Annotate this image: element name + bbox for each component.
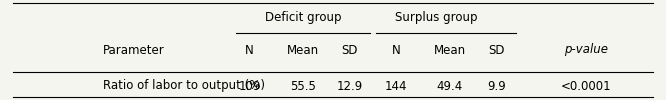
Text: 109: 109 — [238, 80, 261, 92]
Text: N: N — [392, 44, 401, 56]
Text: N: N — [245, 44, 254, 56]
Text: Mean: Mean — [434, 44, 466, 56]
Text: Parameter: Parameter — [103, 44, 165, 56]
Text: 55.5: 55.5 — [290, 80, 316, 92]
Text: <0.0001: <0.0001 — [561, 80, 611, 92]
Text: 12.9: 12.9 — [336, 80, 363, 92]
Text: 144: 144 — [385, 80, 408, 92]
Text: Surplus group: Surplus group — [395, 12, 478, 24]
Text: 9.9: 9.9 — [487, 80, 505, 92]
Text: Deficit group: Deficit group — [265, 12, 341, 24]
Text: SD: SD — [488, 44, 504, 56]
Text: Mean: Mean — [287, 44, 319, 56]
Text: Ratio of labor to output (%): Ratio of labor to output (%) — [103, 80, 265, 92]
Text: SD: SD — [342, 44, 358, 56]
Text: p-value: p-value — [564, 44, 608, 56]
Text: 49.4: 49.4 — [436, 80, 463, 92]
